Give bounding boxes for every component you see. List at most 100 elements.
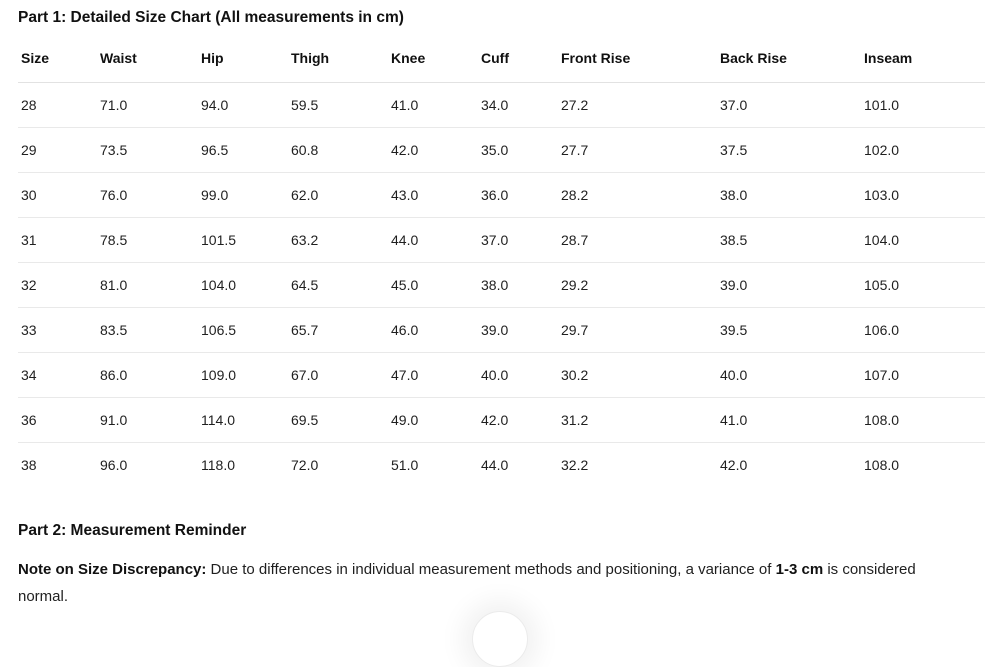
table-row: 33 83.5 106.5 65.7 46.0 39.0 29.7 39.5 106.0 <box>18 307 985 353</box>
table-cell: 114.0 <box>198 397 288 443</box>
table-cell: 71.0 <box>97 82 198 128</box>
table-cell: 72.0 <box>291 457 319 473</box>
table-cell: 39.5 <box>717 307 861 353</box>
table-cell: 46.0 <box>388 307 478 353</box>
table-cell: 29.2 <box>558 262 717 308</box>
column-header: Cuff <box>478 40 558 83</box>
table-row: 31 78.5 101.5 63.2 44.0 37.0 28.7 38.5 104.0 <box>18 217 985 263</box>
table-cell: 30 <box>18 172 97 218</box>
table-cell: 104.0 <box>198 262 288 308</box>
table-cell: 38.0 <box>478 262 558 308</box>
column-header: Inseam <box>861 40 985 83</box>
table-cell: 109.0 <box>198 352 288 398</box>
table-cell: 44.0 <box>388 217 478 263</box>
table-cell: 39.0 <box>478 307 558 353</box>
table-cell: 105.0 <box>861 262 985 308</box>
table-cell: 101.0 <box>861 82 985 128</box>
table-cell: 30.2 <box>558 352 717 398</box>
table-cell: 108.0 <box>861 397 985 443</box>
table-cell: 27.2 <box>558 82 717 128</box>
table-cell: 37.0 <box>478 217 558 263</box>
table-cell: 65.7 <box>288 307 388 353</box>
table-cell: 44.0 <box>481 457 509 473</box>
table-cell: 28.2 <box>558 172 717 218</box>
table-cell: 45.0 <box>388 262 478 308</box>
table-cell: 41.0 <box>717 397 861 443</box>
column-header: Waist <box>97 40 198 83</box>
part1-title: Part 1: Detailed Size Chart (All measure… <box>18 9 404 26</box>
table-cell: 40.0 <box>478 352 558 398</box>
table-cell: 33 <box>18 307 97 353</box>
table-row: 32 81.0 104.0 64.5 45.0 38.0 29.2 39.0 105.0 <box>18 262 985 308</box>
column-header: Hip <box>198 40 288 83</box>
table-cell: 60.8 <box>288 127 388 173</box>
table-cell: 73.5 <box>97 127 198 173</box>
table-cell: 99.0 <box>198 172 288 218</box>
table-cell: 40.0 <box>717 352 861 398</box>
column-header: Front Rise <box>558 40 717 83</box>
table-cell: 29.7 <box>558 307 717 353</box>
table-cell: 34 <box>18 352 97 398</box>
table-row: 28 71.0 94.0 59.5 41.0 34.0 27.2 37.0 101.0 <box>18 82 985 128</box>
size-chart-table: Size Waist Hip Thigh Knee Cuff Front Rise Back … <box>18 40 985 487</box>
table-cell: 107.0 <box>861 352 985 398</box>
table-cell: 104.0 <box>861 217 985 263</box>
table-cell: 78.5 <box>97 217 198 263</box>
table-cell: 42.0 <box>720 457 748 473</box>
table-cell: 28.7 <box>558 217 717 263</box>
size-discrepancy-note: Note on Size Discrepancy: Due to differe… <box>0 556 985 610</box>
table-cell: 34.0 <box>478 82 558 128</box>
table-cell: 36 <box>18 397 97 443</box>
table-cell: 118.0 <box>201 457 235 473</box>
table-cell: 64.5 <box>288 262 388 308</box>
table-header-row: Size Waist Hip Thigh Knee Cuff Front Rise Back … <box>18 40 985 83</box>
table-cell: 81.0 <box>97 262 198 308</box>
table-cell: 94.0 <box>198 82 288 128</box>
table-body: 28 71.0 94.0 59.5 41.0 34.0 27.2 37.0 101.0 29 73.… <box>18 82 985 488</box>
column-header: Back Rise <box>717 40 861 83</box>
table-row: 34 86.0 109.0 67.0 47.0 40.0 30.2 40.0 107.0 <box>18 352 985 398</box>
note-text-1: Due to differences in individual measure… <box>206 561 776 578</box>
table-cell: 96.0 <box>100 457 128 473</box>
table-cell: 108.0 <box>864 457 900 473</box>
part2-title: Part 2: Measurement Reminder <box>18 522 247 539</box>
table-cell: 38.5 <box>717 217 861 263</box>
table-cell: 32 <box>18 262 97 308</box>
table-cell: 41.0 <box>388 82 478 128</box>
table-cell: 32.2 <box>561 457 589 473</box>
table-cell: 91.0 <box>97 397 198 443</box>
table-cell: 35.0 <box>478 127 558 173</box>
table-cell: 27.7 <box>558 127 717 173</box>
note-label: Note on Size Discrepancy: <box>18 561 207 578</box>
table-cell: 29 <box>18 127 97 173</box>
floating-action-button[interactable] <box>472 611 528 667</box>
table-cell: 37.0 <box>717 82 861 128</box>
table-cell: 67.0 <box>288 352 388 398</box>
table-cell: 106.5 <box>198 307 288 353</box>
table-cell: 42.0 <box>388 127 478 173</box>
table-cell: 31 <box>18 217 97 263</box>
table-cell: 103.0 <box>861 172 985 218</box>
table-cell: 38.0 <box>717 172 861 218</box>
note-variance-value: 1-3 cm <box>775 561 824 578</box>
table-cell: 59.5 <box>288 82 388 128</box>
table-cell: 28 <box>18 82 97 128</box>
table-cell: 36.0 <box>478 172 558 218</box>
table-cell: 106.0 <box>861 307 985 353</box>
table-cell: 69.5 <box>288 397 388 443</box>
table-cell: 96.5 <box>198 127 288 173</box>
table-row: 36 91.0 114.0 69.5 49.0 42.0 31.2 41.0 108.0 <box>18 397 985 443</box>
table-cell: 37.5 <box>717 127 861 173</box>
column-header: Size <box>18 40 97 83</box>
note-text-2: is considered normal. <box>18 561 916 605</box>
table-row: 38 96.0 118.0 72.0 51.0 44.0 32.2 42.0 108.0 <box>18 443 985 488</box>
table-cell: 62.0 <box>288 172 388 218</box>
table-cell: 83.5 <box>97 307 198 353</box>
table-cell: 63.2 <box>288 217 388 263</box>
table-cell: 101.5 <box>198 217 288 263</box>
table-cell: 31.2 <box>558 397 717 443</box>
table-cell: 47.0 <box>388 352 478 398</box>
table-cell: 43.0 <box>388 172 478 218</box>
table-cell: 49.0 <box>388 397 478 443</box>
table-cell: 39.0 <box>717 262 861 308</box>
